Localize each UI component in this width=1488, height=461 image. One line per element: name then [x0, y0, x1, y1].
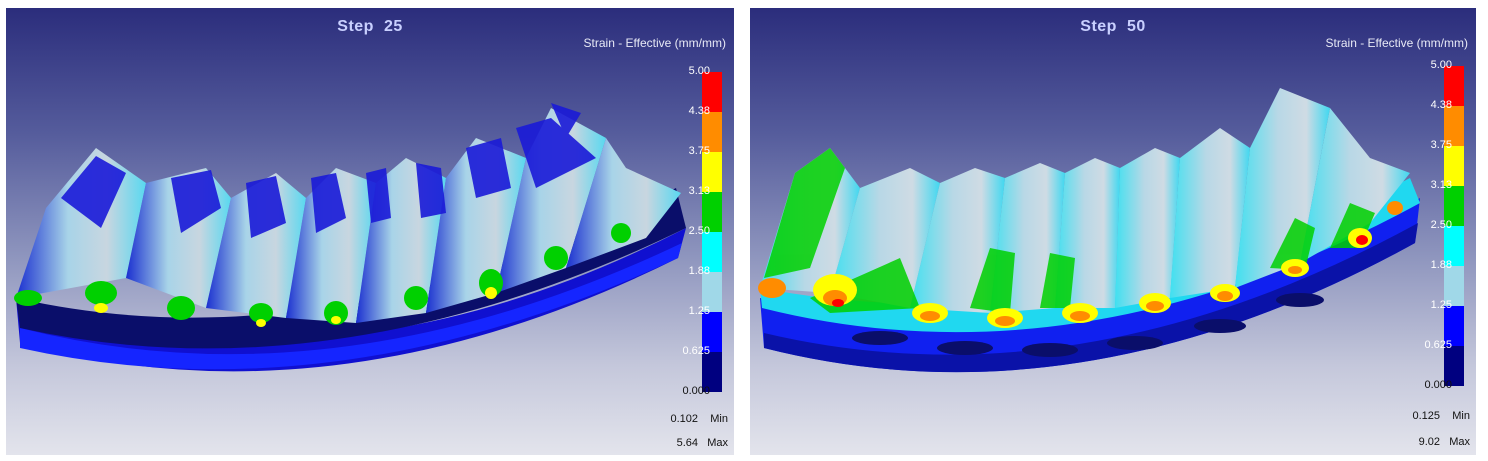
- scale-tick: 2.50: [688, 225, 710, 237]
- color-scale-bar: [702, 72, 722, 392]
- step-number: 25: [383, 18, 403, 35]
- scale-tick: 3.13: [688, 185, 710, 197]
- scale-tick: 3.75: [1430, 139, 1452, 151]
- scale-tick: 2.50: [1430, 219, 1452, 231]
- simulation-panel-step-50: Step 50 Strain - Effective (mm/mm) 5.00 4…: [750, 8, 1476, 455]
- scale-tick: 0.625: [1424, 339, 1452, 351]
- scale-tick: 5.00: [688, 65, 710, 77]
- scale-tick: 3.13: [1430, 179, 1452, 191]
- step-title: Step 50: [750, 18, 1476, 36]
- color-scale: 5.00 4.38 3.75 3.13 2.50 1.88 1.25 0.625…: [1396, 58, 1476, 418]
- max-label: Max: [1449, 436, 1470, 448]
- legend-title: Strain - Effective (mm/mm): [1325, 36, 1468, 50]
- gear-strain-render: [758, 88, 1420, 373]
- scale-tick: 4.38: [1430, 99, 1452, 111]
- max-value: 5.64: [676, 437, 698, 449]
- step-number: 50: [1126, 18, 1146, 35]
- scale-tick: 3.75: [688, 145, 710, 157]
- step-label: Step: [337, 18, 374, 35]
- min-label: Min: [1452, 410, 1470, 422]
- min-value: 0.102: [670, 413, 698, 425]
- max-label: Max: [707, 437, 728, 449]
- scale-tick: 5.00: [1430, 59, 1452, 71]
- scale-tick: 0.000: [1424, 379, 1452, 391]
- min-value: 0.125: [1412, 410, 1440, 422]
- scale-tick: 1.25: [688, 305, 710, 317]
- simulation-panel-step-25: Step 25 Strain - Effective (mm/mm) 5.00 4…: [6, 8, 734, 455]
- scale-tick: 0.000: [682, 385, 710, 397]
- legend-title: Strain - Effective (mm/mm): [583, 36, 726, 50]
- color-scale-bar: [1444, 66, 1464, 386]
- gear-strain-render: [14, 103, 686, 372]
- step-label: Step: [1080, 18, 1117, 35]
- step-title: Step 25: [6, 18, 734, 36]
- scale-tick: 1.25: [1430, 299, 1452, 311]
- max-value: 9.02: [1418, 436, 1440, 448]
- scale-tick: 1.88: [1430, 259, 1452, 271]
- min-label: Min: [710, 413, 728, 425]
- color-scale: 5.00 4.38 3.75 3.13 2.50 1.88 1.25 0.625…: [654, 64, 734, 424]
- scale-tick: 4.38: [688, 105, 710, 117]
- scale-tick: 1.88: [688, 265, 710, 277]
- scale-tick: 0.625: [682, 345, 710, 357]
